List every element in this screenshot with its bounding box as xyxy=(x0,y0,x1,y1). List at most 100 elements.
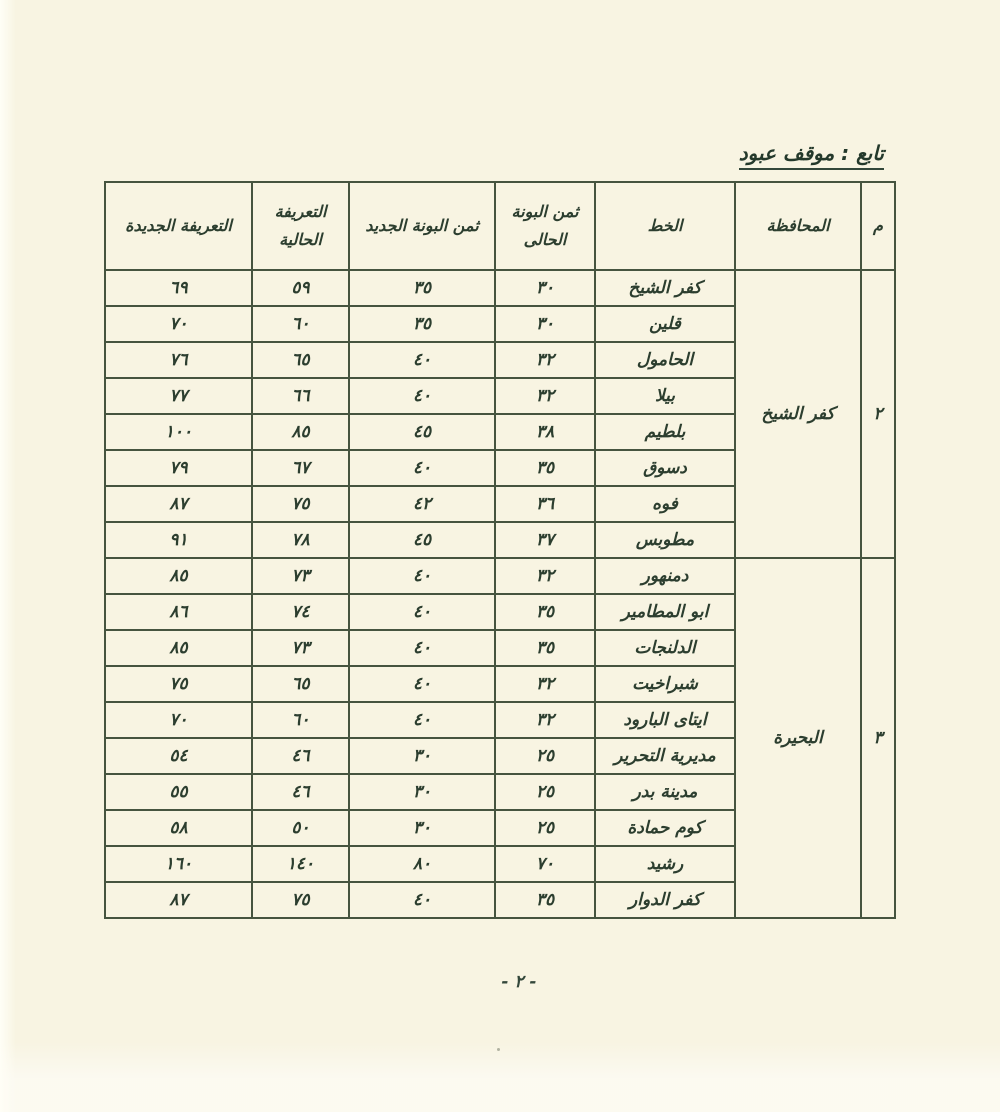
line-cell: شبراخيت xyxy=(594,665,736,703)
current-coupon-cell: ٢٥ xyxy=(494,737,596,775)
current-coupon-cell: ٣٢ xyxy=(494,557,596,595)
new-coupon-cell: ٤٠ xyxy=(348,881,496,919)
table-row: بيلا ٣٢ ٤٠ ٦٦ ٧٧ xyxy=(104,377,895,415)
current-coupon-cell: ٣٢ xyxy=(494,701,596,739)
current-tariff-cell: ٧٥ xyxy=(251,881,350,919)
table-row: بلطيم ٣٨ ٤٥ ٨٥ ١٠٠ xyxy=(104,413,895,451)
new-tariff-cell: ٧٠ xyxy=(104,701,253,739)
new-tariff-cell: ٨٥ xyxy=(104,629,253,667)
current-tariff-cell: ٤٦ xyxy=(251,737,350,775)
page-number: - ٢ - xyxy=(501,972,537,992)
current-coupon-cell: ٣٠ xyxy=(494,269,596,307)
header-new-coupon-price: ثمن البونة الجديد xyxy=(348,181,496,271)
header-governorate: المحافظة xyxy=(734,181,862,271)
new-tariff-cell: ٩١ xyxy=(104,521,253,559)
line-cell: بلطيم xyxy=(594,413,736,451)
new-tariff-cell: ٧٦ xyxy=(104,341,253,379)
current-coupon-cell: ٢٥ xyxy=(494,809,596,847)
table-row: مديرية التحرير ٢٥ ٣٠ ٤٦ ٥٤ xyxy=(104,737,895,775)
table-header-row: م المحافظة الخط ثمن البونة الحالى ثمن ال… xyxy=(104,181,896,271)
line-cell: دمنهور xyxy=(594,557,736,595)
table-row: الدلنجات ٣٥ ٤٠ ٧٣ ٨٥ xyxy=(104,629,895,667)
line-cell: ابو المطامير xyxy=(594,593,736,631)
header-new-tariff: التعريفة الجديدة xyxy=(104,181,253,271)
new-coupon-cell: ٣٠ xyxy=(348,809,496,847)
new-tariff-cell: ٨٥ xyxy=(104,557,253,595)
tariff-table: م المحافظة الخط ثمن البونة الحالى ثمن ال… xyxy=(104,181,896,919)
table-row: مدينة بدر ٢٥ ٣٠ ٤٦ ٥٥ xyxy=(104,773,895,811)
current-coupon-cell: ٣٠ xyxy=(494,305,596,343)
footer-row: - ٢ - xyxy=(0,972,1000,992)
row-number-cell: ٢ xyxy=(860,269,896,559)
current-tariff-cell: ٧٣ xyxy=(251,629,350,667)
table-row: رشيد ٧٠ ٨٠ ١٤٠ ١٦٠ xyxy=(104,845,895,883)
current-tariff-cell: ٧٥ xyxy=(251,485,350,523)
line-cell: ايتاى البارود xyxy=(594,701,736,739)
current-tariff-cell: ٤٦ xyxy=(251,773,350,811)
paper-speck xyxy=(497,1048,500,1051)
current-tariff-cell: ٧٣ xyxy=(251,557,350,595)
line-cell: كوم حمادة xyxy=(594,809,736,847)
table-row: ايتاى البارود ٣٢ ٤٠ ٦٠ ٧٠ xyxy=(104,701,895,739)
tariff-table-body: ٢ كفر الشيخ كفر الشيخ ٣٠ ٣٥ ٥٩ ٦٩ قلين ٣٠ ٣٥ ٦٠ ٧٠ ا… xyxy=(104,269,896,919)
current-tariff-cell: ١٤٠ xyxy=(251,845,350,883)
new-coupon-cell: ٤٠ xyxy=(348,665,496,703)
table-row: قلين ٣٠ ٣٥ ٦٠ ٧٠ xyxy=(104,305,895,343)
current-coupon-cell: ٣٥ xyxy=(494,881,596,919)
current-coupon-cell: ٣٥ xyxy=(494,629,596,667)
new-coupon-cell: ٤٠ xyxy=(348,593,496,631)
line-cell: مدينة بدر xyxy=(594,773,736,811)
line-cell: فوه xyxy=(594,485,736,523)
header-line: الخط xyxy=(594,181,736,271)
new-tariff-cell: ٨٧ xyxy=(104,881,253,919)
header-current-tariff: التعريفة الحالية xyxy=(251,181,350,271)
title-row: تابع : موقف عبود xyxy=(0,0,1000,170)
new-coupon-cell: ٣٠ xyxy=(348,737,496,775)
new-tariff-cell: ١٠٠ xyxy=(104,413,253,451)
current-coupon-cell: ٣٢ xyxy=(494,377,596,415)
current-tariff-cell: ٥٩ xyxy=(251,269,350,307)
new-coupon-cell: ٤٠ xyxy=(348,701,496,739)
current-coupon-cell: ٣٢ xyxy=(494,341,596,379)
new-coupon-cell: ٣٥ xyxy=(348,305,496,343)
table-row: الحامول ٣٢ ٤٠ ٦٥ ٧٦ xyxy=(104,341,895,379)
new-tariff-cell: ٧٩ xyxy=(104,449,253,487)
line-cell: رشيد xyxy=(594,845,736,883)
current-tariff-cell: ٧٤ xyxy=(251,593,350,631)
table-row: كوم حمادة ٢٥ ٣٠ ٥٠ ٥٨ xyxy=(104,809,895,847)
new-coupon-cell: ٤٥ xyxy=(348,521,496,559)
current-tariff-cell: ٦٠ xyxy=(251,701,350,739)
header-row-number: م xyxy=(860,181,896,271)
current-tariff-cell: ٨٥ xyxy=(251,413,350,451)
current-coupon-cell: ٧٠ xyxy=(494,845,596,883)
new-coupon-cell: ٤٢ xyxy=(348,485,496,523)
new-tariff-cell: ٥٨ xyxy=(104,809,253,847)
new-coupon-cell: ٤٠ xyxy=(348,341,496,379)
new-coupon-cell: ٣٠ xyxy=(348,773,496,811)
new-tariff-cell: ٧٧ xyxy=(104,377,253,415)
line-cell: مطوبس xyxy=(594,521,736,559)
header-current-coupon-price: ثمن البونة الحالى xyxy=(494,181,596,271)
page-title: تابع : موقف عبود xyxy=(738,141,884,170)
current-coupon-cell: ٣٥ xyxy=(494,593,596,631)
governorate-cell: كفر الشيخ xyxy=(734,269,862,559)
current-coupon-cell: ٣٧ xyxy=(494,521,596,559)
new-coupon-cell: ٤٠ xyxy=(348,377,496,415)
line-cell: بيلا xyxy=(594,377,736,415)
table-row: مطوبس ٣٧ ٤٥ ٧٨ ٩١ xyxy=(104,521,895,559)
governorate-cell: البحيرة xyxy=(734,557,862,919)
current-coupon-cell: ٣٢ xyxy=(494,665,596,703)
line-cell: قلين xyxy=(594,305,736,343)
current-coupon-cell: ٣٦ xyxy=(494,485,596,523)
current-tariff-cell: ٦٥ xyxy=(251,341,350,379)
new-coupon-cell: ٣٥ xyxy=(348,269,496,307)
table-row: شبراخيت ٣٢ ٤٠ ٦٥ ٧٥ xyxy=(104,665,895,703)
new-coupon-cell: ٨٠ xyxy=(348,845,496,883)
new-tariff-cell: ٥٤ xyxy=(104,737,253,775)
new-coupon-cell: ٤٠ xyxy=(348,557,496,595)
new-coupon-cell: ٤٠ xyxy=(348,449,496,487)
current-coupon-cell: ٢٥ xyxy=(494,773,596,811)
new-tariff-cell: ٨٦ xyxy=(104,593,253,631)
current-coupon-cell: ٣٥ xyxy=(494,449,596,487)
